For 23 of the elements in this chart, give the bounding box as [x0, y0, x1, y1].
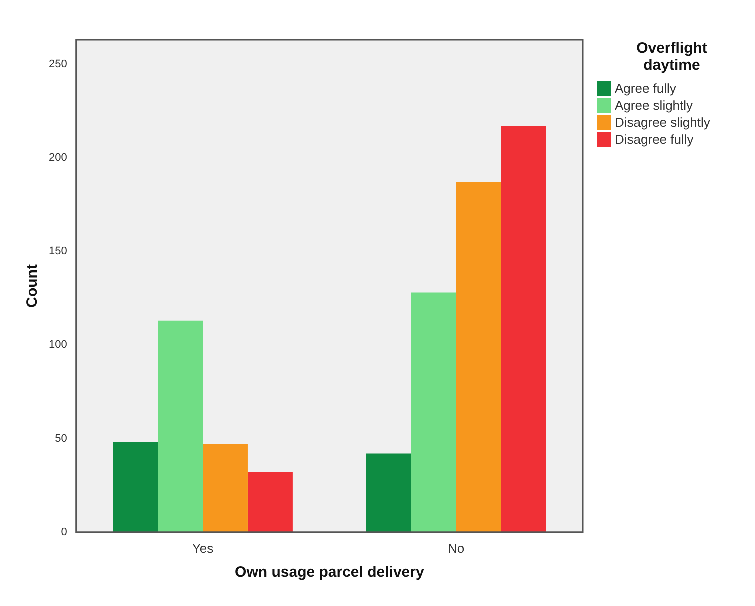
legend-title: Overflight daytime: [636, 40, 708, 74]
bar: [158, 320, 204, 532]
y-tick-label: 150: [48, 246, 68, 258]
y-tick-label: 250: [48, 58, 68, 70]
legend-label: Disagree fully: [615, 131, 694, 148]
bar: [501, 126, 546, 532]
y-tick-label: 100: [48, 339, 68, 352]
x-tick-label: No: [448, 540, 465, 556]
legend-label: Disagree slightly: [615, 114, 710, 131]
x-axis-title: Own usage parcel delivery: [235, 564, 425, 582]
bar: [113, 442, 158, 532]
bar: [411, 292, 456, 532]
y-tick-label: 0: [61, 526, 68, 538]
y-tick-label: 200: [48, 152, 68, 164]
bar: [456, 182, 502, 532]
bar: [366, 454, 412, 532]
bar: [203, 444, 248, 532]
bar: [248, 472, 293, 532]
legend-label: Agree fully: [615, 80, 676, 97]
legend-label: Agree slightly: [615, 97, 694, 114]
y-axis-title: Count: [24, 264, 42, 308]
y-tick-label: 50: [55, 432, 68, 445]
x-tick-label: Yes: [192, 540, 214, 556]
